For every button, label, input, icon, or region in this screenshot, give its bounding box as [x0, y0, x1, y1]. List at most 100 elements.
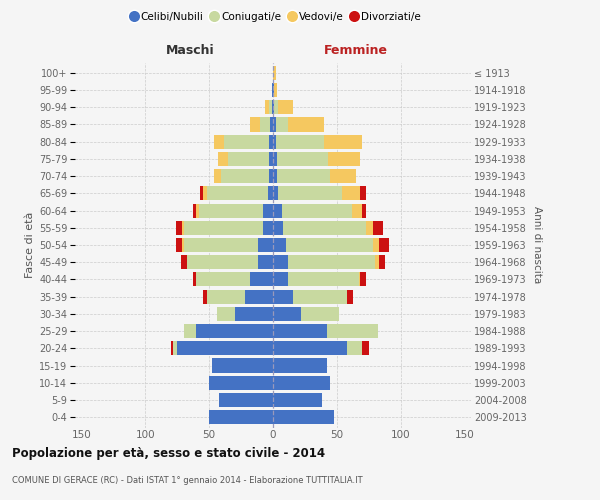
Bar [203, 186, 206, 200]
Bar [257, 255, 273, 270]
Bar [273, 272, 289, 286]
Bar [196, 204, 199, 218]
Bar [277, 152, 328, 166]
Bar [273, 255, 289, 270]
Bar [273, 152, 277, 166]
Bar [273, 290, 293, 304]
Bar [269, 100, 272, 114]
Bar [272, 83, 273, 97]
Bar [379, 255, 385, 270]
Bar [228, 152, 269, 166]
Bar [235, 307, 273, 321]
Bar [273, 341, 347, 355]
Bar [265, 100, 269, 114]
Bar [286, 238, 373, 252]
Bar [263, 204, 273, 218]
Text: Maschi: Maschi [166, 44, 214, 58]
Bar [187, 255, 257, 270]
Y-axis label: Anni di nascita: Anni di nascita [532, 206, 542, 284]
Bar [206, 290, 245, 304]
Bar [272, 100, 273, 114]
Bar [275, 118, 289, 132]
Bar [278, 100, 293, 114]
Bar [274, 83, 277, 97]
Bar [282, 204, 352, 218]
Bar [373, 238, 379, 252]
Bar [200, 186, 203, 200]
Bar [184, 324, 196, 338]
Bar [362, 341, 369, 355]
Bar [203, 290, 206, 304]
Bar [273, 66, 275, 80]
Bar [177, 341, 273, 355]
Bar [326, 324, 378, 338]
Bar [220, 393, 273, 407]
Bar [275, 134, 324, 149]
Bar [245, 290, 273, 304]
Legend: Celibi/Nubili, Coniugati/e, Vedovi/e, Divorziati/e: Celibi/Nubili, Coniugati/e, Vedovi/e, Di… [127, 8, 425, 26]
Bar [273, 220, 283, 235]
Bar [289, 272, 359, 286]
Bar [184, 238, 257, 252]
Bar [173, 341, 177, 355]
Bar [273, 100, 274, 114]
Bar [273, 307, 301, 321]
Bar [331, 169, 356, 183]
Bar [273, 393, 322, 407]
Bar [359, 272, 360, 286]
Bar [366, 220, 373, 235]
Bar [379, 238, 389, 252]
Bar [283, 220, 366, 235]
Bar [277, 169, 331, 183]
Bar [171, 341, 173, 355]
Bar [273, 169, 277, 183]
Bar [224, 134, 269, 149]
Bar [375, 255, 379, 270]
Bar [209, 376, 273, 390]
Bar [263, 220, 273, 235]
Text: Femmine: Femmine [324, 44, 388, 58]
Bar [269, 169, 273, 183]
Bar [206, 186, 268, 200]
Bar [181, 255, 187, 270]
Text: COMUNE DI GERACE (RC) - Dati ISTAT 1° gennaio 2014 - Elaborazione TUTTITALIA.IT: COMUNE DI GERACE (RC) - Dati ISTAT 1° ge… [12, 476, 362, 485]
Bar [221, 169, 269, 183]
Bar [293, 290, 347, 304]
Bar [301, 307, 340, 321]
Bar [273, 186, 278, 200]
Bar [362, 204, 366, 218]
Bar [269, 152, 273, 166]
Bar [273, 376, 331, 390]
Bar [250, 272, 273, 286]
Bar [278, 186, 342, 200]
Bar [182, 220, 184, 235]
Bar [176, 238, 182, 252]
Bar [214, 134, 224, 149]
Y-axis label: Fasce di età: Fasce di età [25, 212, 35, 278]
Bar [193, 204, 196, 218]
Bar [260, 118, 271, 132]
Bar [289, 255, 375, 270]
Bar [209, 410, 273, 424]
Bar [199, 204, 263, 218]
Bar [269, 134, 273, 149]
Bar [273, 238, 286, 252]
Bar [271, 118, 273, 132]
Bar [347, 290, 353, 304]
Bar [347, 341, 362, 355]
Bar [360, 186, 366, 200]
Bar [273, 358, 326, 372]
Bar [184, 220, 263, 235]
Bar [360, 272, 366, 286]
Bar [250, 118, 260, 132]
Bar [273, 204, 282, 218]
Bar [268, 186, 273, 200]
Bar [182, 238, 184, 252]
Bar [196, 272, 250, 286]
Bar [289, 118, 324, 132]
Bar [274, 100, 278, 114]
Bar [176, 220, 182, 235]
Bar [193, 272, 196, 286]
Bar [342, 186, 360, 200]
Bar [373, 220, 383, 235]
